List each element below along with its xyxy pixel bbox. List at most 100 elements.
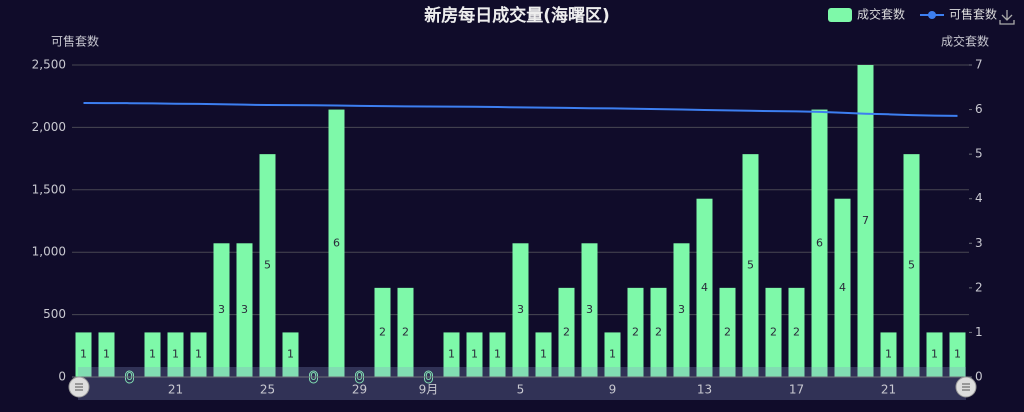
download-icon[interactable] <box>999 10 1015 25</box>
data-label: 5 <box>747 259 754 272</box>
y2-tick-label: 7 <box>975 58 983 72</box>
bar <box>213 243 230 377</box>
data-label: 2 <box>379 325 386 338</box>
y2-tick-label: 1 <box>975 325 983 339</box>
legend-label: 成交套数 <box>857 7 905 22</box>
legend-swatch <box>828 8 852 22</box>
bar <box>834 198 851 377</box>
data-label: 4 <box>839 281 846 294</box>
y2-tick-label: 0 <box>975 370 983 384</box>
x-tick-label: 25 <box>260 383 275 397</box>
data-label: 1 <box>80 348 87 361</box>
x-tick-label: 29 <box>352 383 367 397</box>
data-label: 1 <box>609 348 616 361</box>
bar <box>167 332 184 377</box>
bar <box>765 287 782 377</box>
legend-swatch-dot <box>928 11 936 19</box>
y-tick-label: 500 <box>43 307 66 321</box>
data-label: 1 <box>540 348 547 361</box>
bar <box>535 332 552 377</box>
data-label: 1 <box>287 348 294 361</box>
data-label: 5 <box>908 259 915 272</box>
y-tick-label: 1,000 <box>32 245 66 259</box>
bar <box>328 109 345 378</box>
chart-title: 新房每日成交量(海曙区) <box>424 5 610 26</box>
bar <box>489 332 506 377</box>
data-label: 4 <box>701 281 708 294</box>
bar <box>926 332 943 377</box>
bar <box>949 332 966 377</box>
bar <box>903 154 920 377</box>
data-label: 2 <box>770 325 777 338</box>
bar <box>742 154 759 377</box>
data-label: 3 <box>586 303 593 316</box>
y-tick-label: 2,000 <box>32 120 66 134</box>
y2-axis-name: 成交套数 <box>941 34 989 49</box>
bar <box>282 332 299 377</box>
bar <box>627 287 644 377</box>
bar <box>696 198 713 377</box>
bar <box>259 154 276 377</box>
data-label: 2 <box>655 325 662 338</box>
data-label: 1 <box>471 348 478 361</box>
x-tick-label: 5 <box>517 383 525 397</box>
data-label: 6 <box>333 236 340 249</box>
bar <box>466 332 483 377</box>
data-label: 1 <box>885 348 892 361</box>
x-tick-label: 9 <box>609 383 617 397</box>
bar <box>236 243 253 377</box>
data-label: 1 <box>954 348 961 361</box>
x-tick-label: 13 <box>697 383 712 397</box>
data-label: 1 <box>494 348 501 361</box>
bar <box>443 332 460 377</box>
bar <box>880 332 897 377</box>
data-label: 1 <box>149 348 156 361</box>
x-tick-label: 21 <box>168 383 183 397</box>
bar <box>75 332 92 377</box>
x-tick-label: 21 <box>881 383 896 397</box>
line <box>83 101 958 117</box>
data-label: 1 <box>195 348 202 361</box>
bar <box>857 65 874 377</box>
bar <box>397 287 414 377</box>
x-tick-label: 9月 <box>419 383 439 397</box>
data-label: 2 <box>402 325 409 338</box>
data-label: 1 <box>103 348 110 361</box>
bar <box>144 332 161 377</box>
data-label: 3 <box>678 303 685 316</box>
bar <box>604 332 621 377</box>
y-axis-name: 可售套数 <box>51 34 99 49</box>
bar <box>811 109 828 378</box>
bar <box>788 287 805 377</box>
bar <box>650 287 667 377</box>
x-tick-label: 17 <box>789 383 804 397</box>
handle-grip <box>75 383 83 391</box>
y2-tick-label: 4 <box>975 191 983 205</box>
data-label: 2 <box>632 325 639 338</box>
bar <box>512 243 529 377</box>
data-label: 1 <box>448 348 455 361</box>
y2-tick-label: 5 <box>975 147 983 161</box>
legend-label: 可售套数 <box>949 7 997 22</box>
bar <box>673 243 690 377</box>
y-tick-label: 0 <box>58 370 66 384</box>
y2-tick-label: 2 <box>975 280 983 294</box>
bar <box>98 332 115 377</box>
data-label: 3 <box>218 303 225 316</box>
data-zoom-track <box>78 367 966 400</box>
handle-grip <box>962 383 970 391</box>
bar <box>374 287 391 377</box>
data-label: 7 <box>862 214 869 227</box>
data-label: 3 <box>241 303 248 316</box>
bar <box>558 287 575 377</box>
bar <box>581 243 598 377</box>
data-label: 1 <box>931 348 938 361</box>
data-label: 6 <box>816 236 823 249</box>
data-label: 2 <box>793 325 800 338</box>
y-tick-label: 2,500 <box>32 58 66 72</box>
data-label: 2 <box>724 325 731 338</box>
y2-tick-label: 6 <box>975 102 983 116</box>
data-label: 1 <box>172 348 179 361</box>
y2-tick-label: 3 <box>975 236 983 250</box>
